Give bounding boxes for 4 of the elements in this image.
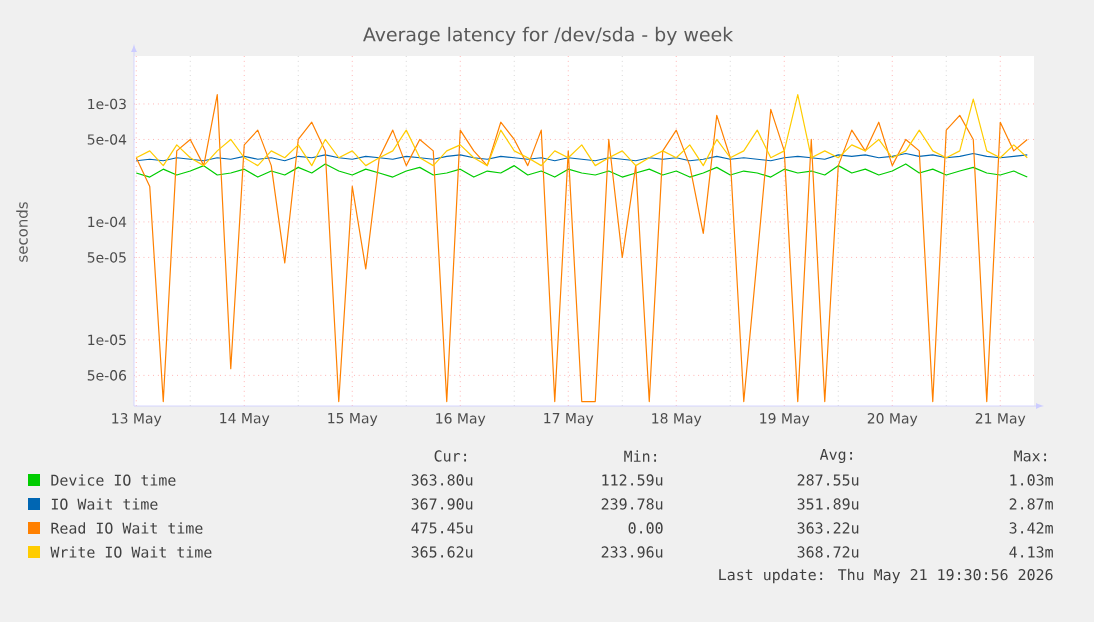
line-series: [135, 163, 1028, 178]
line-series: [135, 94, 1028, 167]
line-series: [135, 94, 1028, 403]
chart-title: Average latency for /dev/sda - by week: [363, 26, 734, 46]
